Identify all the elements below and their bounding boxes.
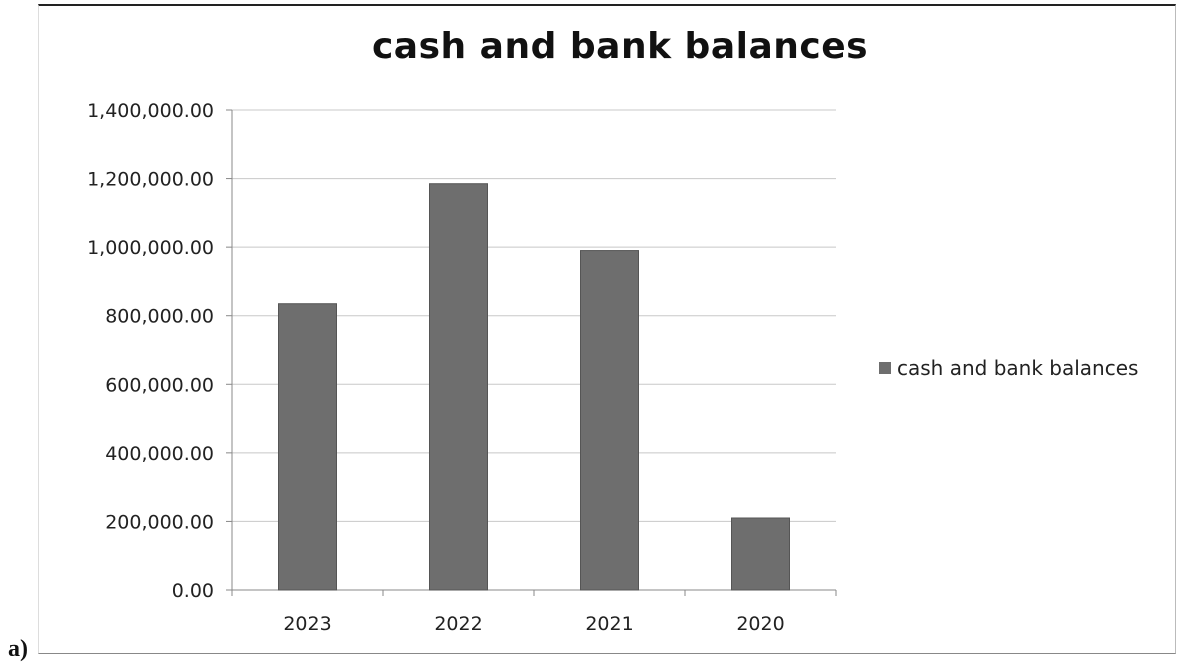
panel-label: a)	[8, 636, 28, 662]
x-tick-label: 2021	[585, 613, 633, 635]
x-tick-label: 2020	[736, 613, 784, 635]
y-tick-label: 1,000,000.00	[87, 237, 214, 259]
legend-label: cash and bank balances	[897, 356, 1139, 380]
x-tick-label: 2022	[434, 613, 482, 635]
chart-title: cash and bank balances	[371, 26, 869, 67]
bar-2021	[580, 250, 639, 591]
y-tick-label: 200,000.00	[105, 511, 214, 533]
legend-swatch	[879, 362, 891, 374]
chart-legend: cash and bank balances	[879, 356, 1138, 380]
y-tick-label: 1,400,000.00	[87, 100, 214, 122]
chart-frame	[38, 4, 1176, 654]
x-tick-label: 2023	[283, 613, 331, 635]
bar-2020	[731, 517, 790, 591]
y-tick-label: 0.00	[172, 580, 214, 602]
y-tick-label: 600,000.00	[105, 374, 214, 396]
y-tick-label: 1,200,000.00	[87, 169, 214, 191]
y-tick-label: 400,000.00	[105, 443, 214, 465]
y-tick-label: 800,000.00	[105, 306, 214, 328]
bar-2022	[429, 183, 488, 591]
bar-2023	[278, 303, 337, 591]
